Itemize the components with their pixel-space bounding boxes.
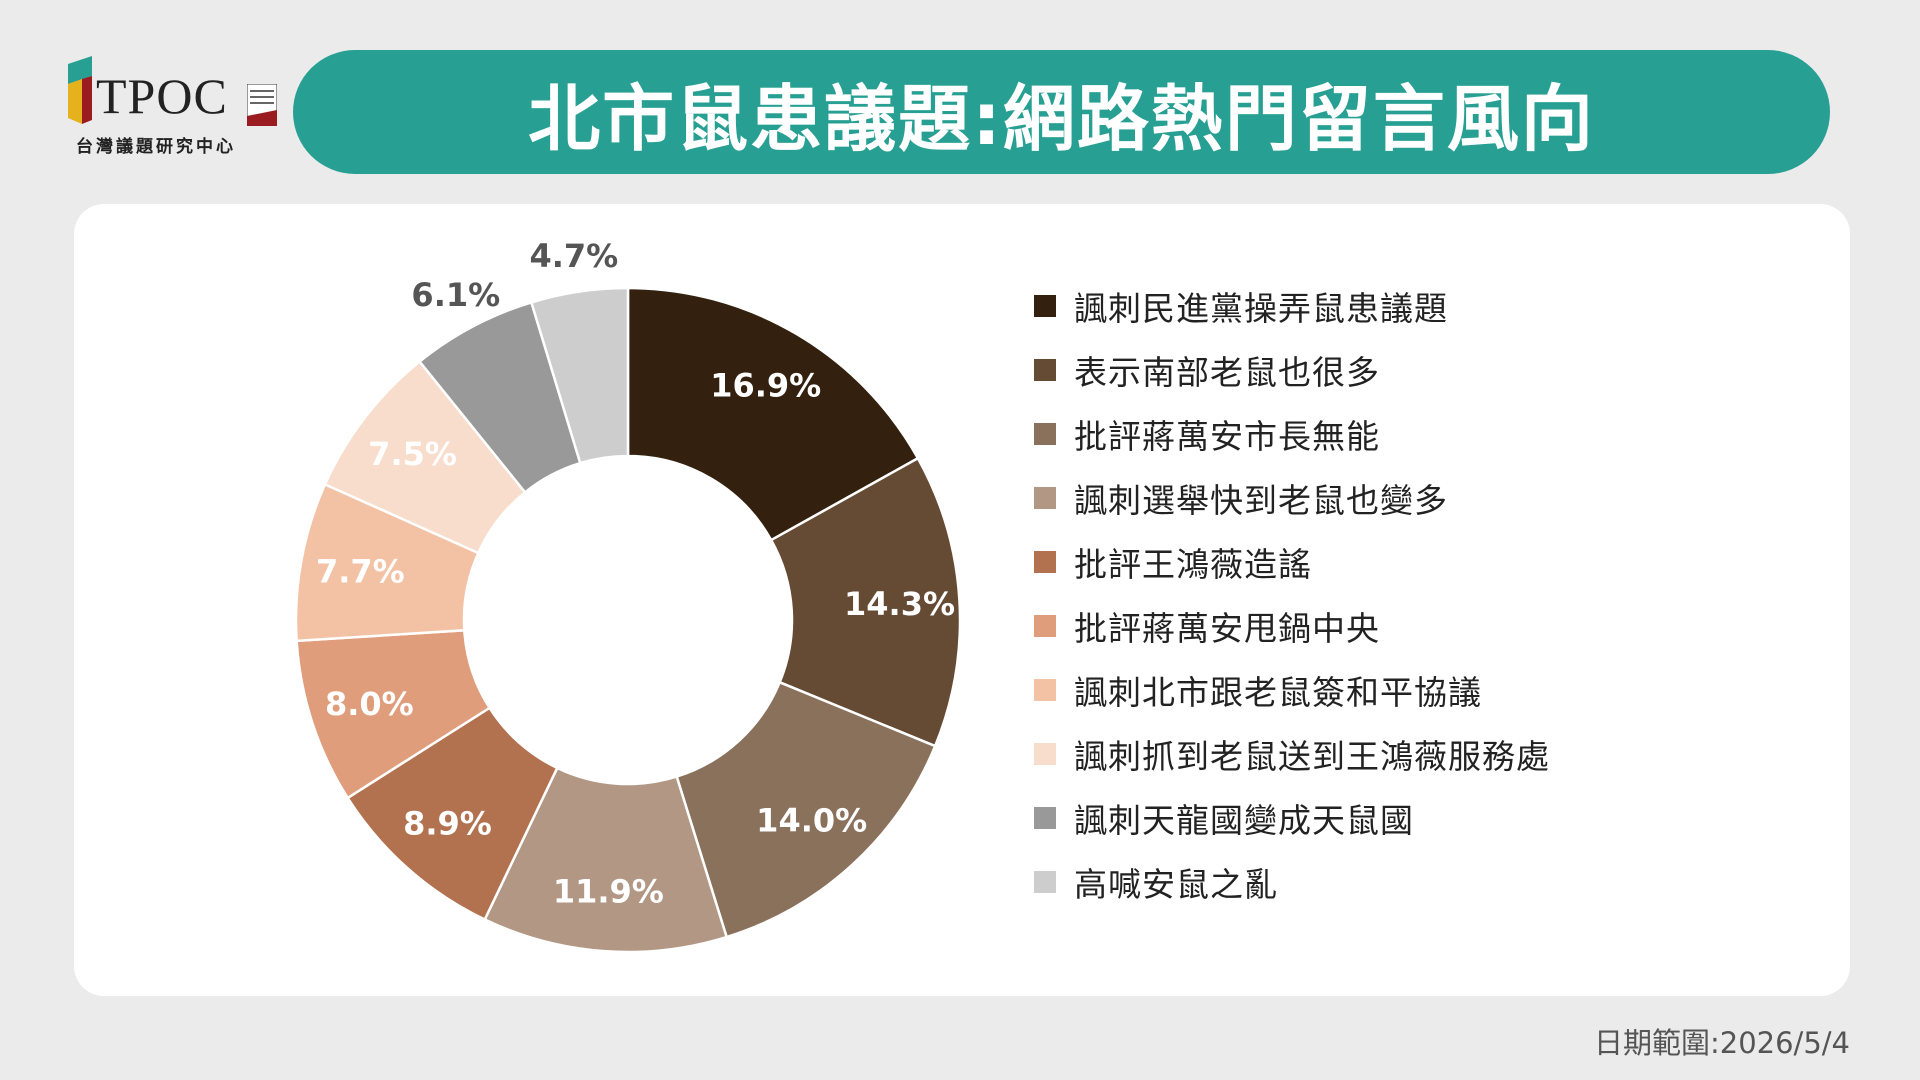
legend-swatch xyxy=(1034,551,1056,573)
legend-label: 批評王鴻薇造謠 xyxy=(1074,545,1312,584)
legend-label: 諷刺天龍國變成天鼠國 xyxy=(1074,801,1414,840)
title-banner: 北市鼠患議題:網路熱門留言風向 xyxy=(293,50,1830,174)
donut-slice-10 xyxy=(529,286,630,465)
legend-label: 批評蔣萬安市長無能 xyxy=(1074,417,1380,456)
donut-slice-3 xyxy=(675,680,937,939)
legend-label: 諷刺選舉快到老鼠也變多 xyxy=(1074,481,1448,520)
slice-value-label-1: 16.9% xyxy=(710,366,821,404)
legend-swatch xyxy=(1034,743,1056,765)
slice-value-label-10: 4.7% xyxy=(529,237,618,275)
legend-swatch xyxy=(1034,423,1056,445)
legend-label: 諷刺北市跟老鼠簽和平協議 xyxy=(1074,673,1482,712)
legend-label: 諷刺民進黨操弄鼠患議題 xyxy=(1074,289,1448,328)
donut-slice-1 xyxy=(626,286,920,542)
slice-value-label-5: 8.9% xyxy=(403,804,492,842)
donut-slice-4 xyxy=(483,766,729,954)
legend-item: 諷刺抓到老鼠送到王鴻薇服務處 xyxy=(1034,722,1550,786)
legend-item: 諷刺北市跟老鼠簽和平協議 xyxy=(1034,658,1550,722)
legend-swatch xyxy=(1034,295,1056,317)
legend-item: 諷刺民進黨操弄鼠患議題 xyxy=(1034,274,1550,338)
legend-label: 高喊安鼠之亂 xyxy=(1074,865,1278,904)
legend-item: 諷刺選舉快到老鼠也變多 xyxy=(1034,466,1550,530)
legend-item: 表示南部老鼠也很多 xyxy=(1034,338,1550,402)
slice-value-label-4: 11.9% xyxy=(553,872,664,910)
legend-swatch xyxy=(1034,615,1056,637)
chart-legend: 諷刺民進黨操弄鼠患議題 表示南部老鼠也很多 批評蔣萬安市長無能諷刺選舉快到老鼠也變多… xyxy=(1034,274,1550,914)
logo-subtitle: 台灣議題研究中心 xyxy=(76,137,236,157)
tpoc-logo: TPOC 台灣議題研究中心 xyxy=(62,52,282,162)
legend-item: 諷刺天龍國變成天鼠國 xyxy=(1034,786,1550,850)
legend-item: 批評蔣萬安甩鍋中央 xyxy=(1034,594,1550,658)
donut-slice-2 xyxy=(769,456,962,748)
legend-swatch xyxy=(1034,679,1056,701)
legend-label: 表示南部老鼠也很多 xyxy=(1074,353,1380,392)
slice-value-label-3: 14.0% xyxy=(756,802,867,840)
slice-value-label-6: 8.0% xyxy=(325,685,414,723)
date-range: 日期範圍:2026/5/4 xyxy=(1593,1026,1850,1060)
donut-chart: 16.9% 14.3% 14.0% 11.9% 8.9% 8.0% 7.7% 7.5% 6.1%… xyxy=(294,237,962,954)
legend-swatch xyxy=(1034,487,1056,509)
legend-item: 高喊安鼠之亂 xyxy=(1034,850,1550,914)
legend-label: 批評蔣萬安甩鍋中央 xyxy=(1074,609,1380,648)
legend-label: 諷刺抓到老鼠送到王鴻薇服務處 xyxy=(1074,737,1550,776)
page-title: 北市鼠患議題:網路熱門留言風向 xyxy=(528,76,1595,161)
legend-swatch xyxy=(1034,807,1056,829)
slice-value-label-2: 14.3% xyxy=(844,585,955,623)
chart-card: 16.9% 14.3% 14.0% 11.9% 8.9% 8.0% 7.7% 7.5% 6.1%… xyxy=(74,204,1850,996)
legend-item: 批評王鴻薇造謠 xyxy=(1034,530,1550,594)
logo-mark-icon xyxy=(68,56,92,124)
slice-value-label-7: 7.7% xyxy=(316,553,405,591)
logo-badge-icon xyxy=(247,84,277,126)
legend-item: 批評蔣萬安市長無能 xyxy=(1034,402,1550,466)
logo-text: TPOC xyxy=(96,68,228,124)
legend-swatch xyxy=(1034,359,1056,381)
legend-swatch xyxy=(1034,871,1056,893)
slice-value-label-9: 6.1% xyxy=(411,276,500,314)
slice-value-label-8: 7.5% xyxy=(368,435,457,473)
